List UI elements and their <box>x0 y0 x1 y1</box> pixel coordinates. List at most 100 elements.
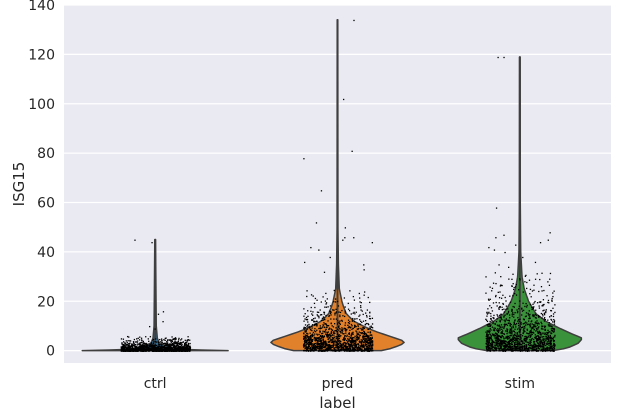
data-point <box>537 315 540 317</box>
data-point <box>305 330 307 332</box>
data-point <box>157 346 160 348</box>
data-point <box>552 344 555 347</box>
data-point <box>174 348 177 350</box>
data-point <box>505 348 507 351</box>
data-point <box>173 343 175 345</box>
data-point <box>322 330 324 332</box>
y-tick-label: 80 <box>37 146 55 162</box>
data-point <box>311 319 313 321</box>
data-point <box>486 343 488 345</box>
data-point <box>515 339 518 341</box>
data-point <box>512 330 515 332</box>
data-point <box>133 349 135 351</box>
data-point <box>357 338 360 340</box>
data-point <box>493 314 495 317</box>
data-point <box>319 348 322 350</box>
data-point <box>122 347 124 350</box>
data-point <box>514 302 516 305</box>
data-point <box>326 298 328 300</box>
data-point <box>544 348 546 351</box>
data-point <box>508 322 510 324</box>
data-point <box>356 347 359 350</box>
data-point <box>356 343 359 345</box>
data-point <box>350 346 352 348</box>
outlier-point <box>134 239 136 241</box>
data-point <box>363 345 365 348</box>
data-point <box>512 283 514 285</box>
data-point <box>338 335 340 338</box>
data-point <box>173 344 175 347</box>
data-point <box>312 339 314 341</box>
data-point <box>174 340 176 342</box>
outlier-point <box>323 271 326 273</box>
data-point <box>546 336 548 339</box>
data-point <box>178 342 180 344</box>
data-point <box>527 314 530 316</box>
data-point <box>548 322 550 324</box>
data-point <box>529 339 531 341</box>
data-point <box>366 348 369 350</box>
data-point <box>553 330 555 332</box>
data-point <box>152 339 154 341</box>
data-point <box>486 332 488 335</box>
data-point <box>322 296 324 298</box>
data-point <box>330 332 333 334</box>
data-point <box>362 329 364 331</box>
data-point <box>310 329 312 331</box>
data-point <box>304 336 306 338</box>
x-tick-label: ctrl <box>144 376 167 392</box>
data-point <box>521 343 523 346</box>
data-point <box>349 329 351 332</box>
data-point <box>546 295 548 297</box>
data-point <box>313 345 315 347</box>
data-point <box>549 346 552 349</box>
data-point <box>365 344 368 346</box>
data-point <box>534 313 536 315</box>
data-point <box>329 340 332 342</box>
data-point <box>337 345 340 348</box>
outlier-point <box>547 239 549 241</box>
data-point <box>370 325 372 327</box>
data-point <box>523 338 525 341</box>
data-point <box>354 318 356 320</box>
data-point <box>539 278 541 281</box>
data-point <box>351 340 353 343</box>
data-point <box>487 334 490 336</box>
data-point <box>507 322 509 324</box>
data-point <box>527 343 530 346</box>
data-point <box>356 328 358 330</box>
data-point <box>314 306 316 309</box>
data-point <box>528 279 531 281</box>
data-point <box>368 317 371 320</box>
data-point <box>533 289 535 291</box>
data-point <box>503 333 506 335</box>
data-point <box>539 334 542 336</box>
data-point <box>345 342 347 344</box>
data-point <box>504 344 506 347</box>
data-point <box>124 342 126 344</box>
data-point <box>323 343 325 345</box>
data-point <box>486 339 488 341</box>
data-point <box>129 340 131 342</box>
data-point <box>488 325 490 327</box>
data-point <box>189 339 191 341</box>
data-point <box>495 301 497 304</box>
data-point <box>548 337 550 339</box>
data-point <box>346 334 348 336</box>
data-point <box>504 340 506 342</box>
data-point <box>512 305 514 308</box>
data-point <box>524 315 527 318</box>
data-point <box>171 340 174 342</box>
data-point <box>538 331 540 334</box>
data-point <box>525 346 527 349</box>
data-point <box>147 338 149 340</box>
data-point <box>172 345 175 347</box>
data-point <box>325 314 327 317</box>
data-point <box>333 349 335 352</box>
data-point <box>307 339 310 341</box>
data-point <box>523 322 525 325</box>
data-point <box>369 334 371 336</box>
data-point <box>487 330 490 332</box>
data-point <box>517 350 519 352</box>
